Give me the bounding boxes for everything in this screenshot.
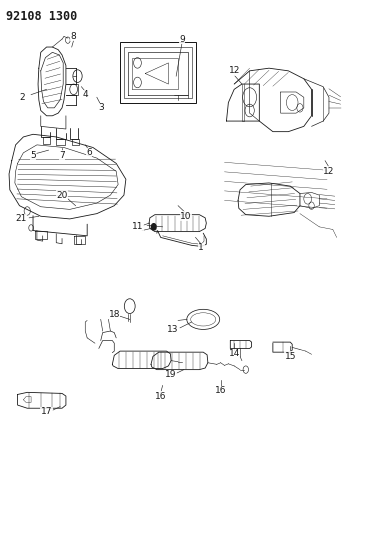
Text: 5: 5: [30, 151, 36, 160]
Text: 11: 11: [132, 222, 143, 231]
Text: 9: 9: [179, 35, 185, 44]
Text: 8: 8: [71, 32, 77, 41]
Text: 21: 21: [15, 214, 26, 223]
Text: 6: 6: [86, 148, 92, 157]
Text: 14: 14: [228, 349, 240, 358]
Text: 1: 1: [198, 244, 204, 253]
Bar: [124, 46, 192, 98]
Text: 7: 7: [59, 151, 65, 160]
Circle shape: [151, 224, 156, 230]
Text: 16: 16: [215, 386, 226, 395]
Text: 12: 12: [228, 66, 240, 75]
Text: 12: 12: [323, 167, 335, 176]
Text: 92108 1300: 92108 1300: [6, 10, 77, 23]
Text: 3: 3: [98, 103, 104, 112]
Text: 17: 17: [41, 407, 52, 416]
Text: 19: 19: [165, 370, 176, 379]
Text: 15: 15: [285, 352, 296, 361]
Text: 13: 13: [167, 326, 178, 335]
Text: 10: 10: [180, 212, 192, 221]
Text: 4: 4: [83, 90, 88, 99]
Text: 20: 20: [56, 191, 68, 199]
Text: 18: 18: [109, 310, 120, 319]
Text: 2: 2: [20, 93, 25, 102]
Text: 16: 16: [155, 392, 167, 401]
Bar: [120, 42, 196, 102]
